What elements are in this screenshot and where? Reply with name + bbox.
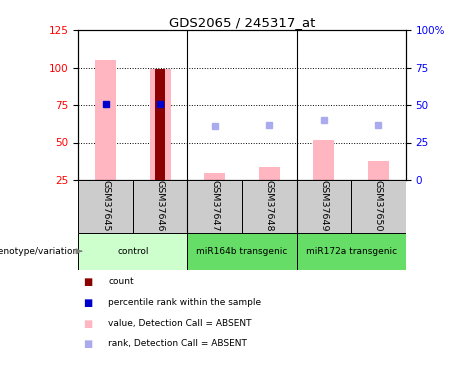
Text: GSM37646: GSM37646 <box>156 180 165 232</box>
Bar <box>78 232 188 270</box>
Text: GSM37650: GSM37650 <box>374 180 383 232</box>
Text: miR172a transgenic: miR172a transgenic <box>306 247 397 256</box>
Text: control: control <box>117 247 148 256</box>
Bar <box>296 232 406 270</box>
Bar <box>242 180 296 232</box>
Bar <box>204 172 225 180</box>
Text: GSM37648: GSM37648 <box>265 180 274 232</box>
Text: GSM37649: GSM37649 <box>319 180 328 232</box>
Text: ■: ■ <box>83 319 92 329</box>
Text: ■: ■ <box>83 298 92 308</box>
Text: rank, Detection Call = ABSENT: rank, Detection Call = ABSENT <box>108 339 247 348</box>
Title: GDS2065 / 245317_at: GDS2065 / 245317_at <box>169 16 315 29</box>
Bar <box>351 180 406 232</box>
Bar <box>368 160 389 180</box>
Text: GSM37645: GSM37645 <box>101 180 110 232</box>
Bar <box>133 180 188 232</box>
Text: miR164b transgenic: miR164b transgenic <box>196 247 288 256</box>
Bar <box>150 69 171 180</box>
Bar <box>78 180 133 232</box>
Text: count: count <box>108 278 134 286</box>
Text: ■: ■ <box>83 278 92 288</box>
Text: genotype/variation: genotype/variation <box>0 247 78 256</box>
Bar <box>259 166 280 180</box>
Bar <box>155 69 165 180</box>
Bar <box>95 60 116 180</box>
Text: GSM37647: GSM37647 <box>210 180 219 232</box>
Bar <box>188 232 296 270</box>
Bar <box>296 180 351 232</box>
Bar <box>188 180 242 232</box>
Bar <box>313 140 334 180</box>
Text: value, Detection Call = ABSENT: value, Detection Call = ABSENT <box>108 319 252 328</box>
Text: percentile rank within the sample: percentile rank within the sample <box>108 298 261 307</box>
Text: ■: ■ <box>83 339 92 350</box>
